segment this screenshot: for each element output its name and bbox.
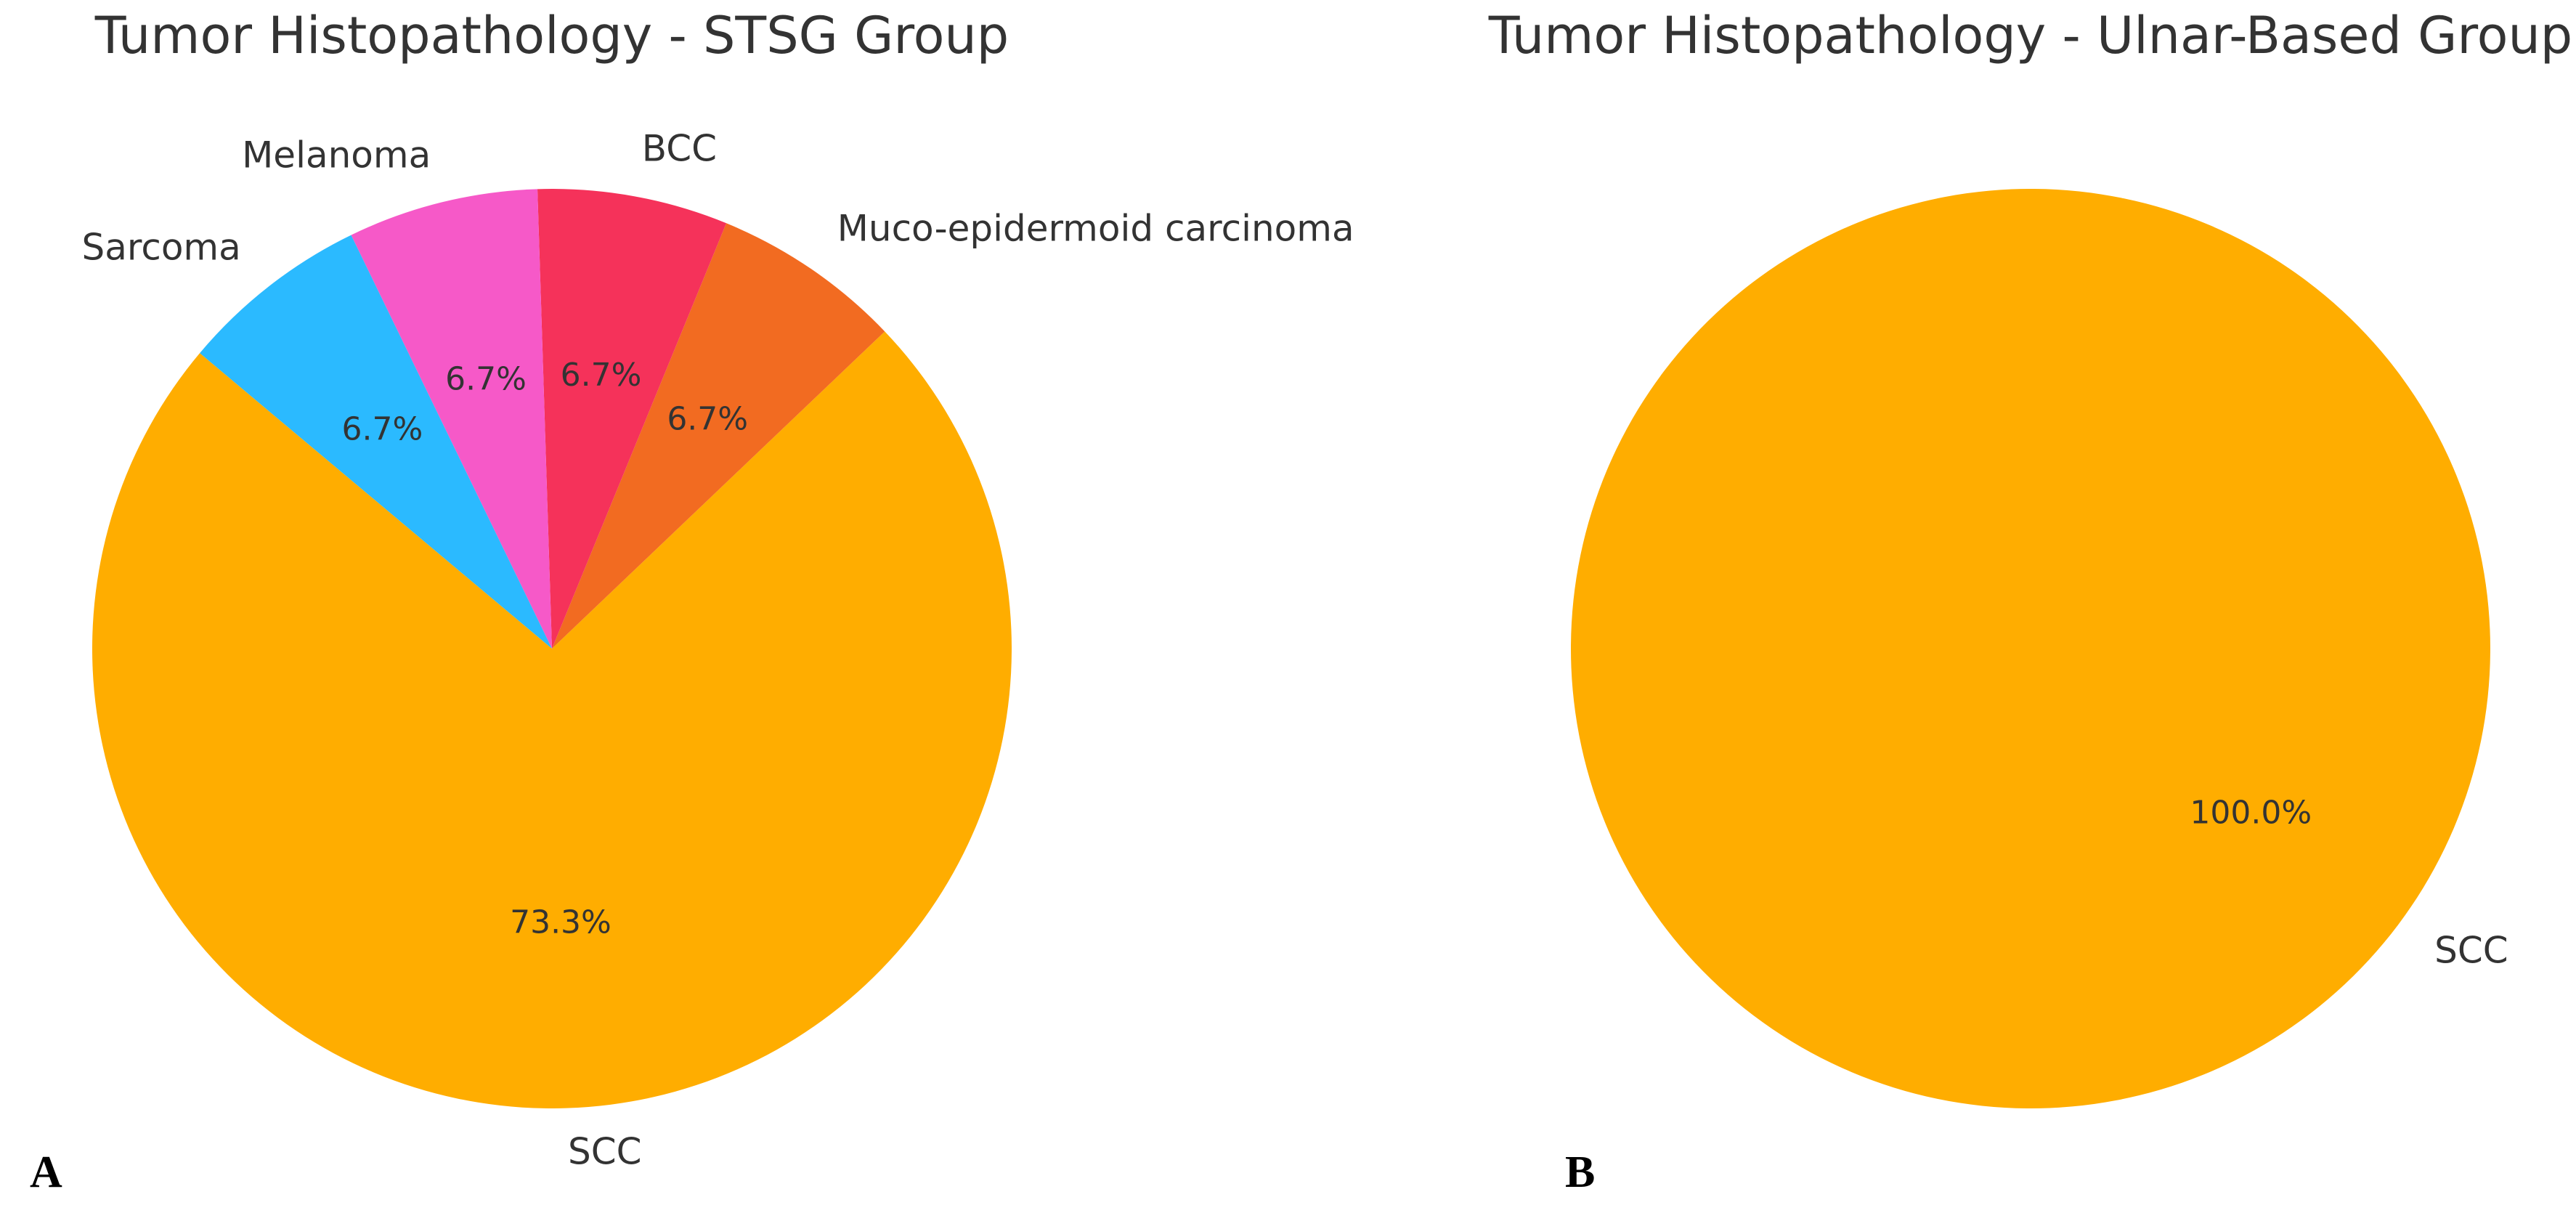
pie-slice xyxy=(1571,188,2490,1109)
slice-label: Muco-epidermoid carcinoma xyxy=(837,208,1354,250)
pie-slice xyxy=(552,223,885,649)
chart-title: Tumor Histopathology - Ulnar-Based Group xyxy=(1488,6,2573,65)
value-label: 6.7% xyxy=(667,400,748,437)
slice-label: SCC xyxy=(568,1130,642,1172)
panel-label: A xyxy=(30,1148,62,1197)
slice-label: SCC xyxy=(2434,930,2508,972)
value-label: 100.0% xyxy=(2190,795,2312,832)
value-label: 6.7% xyxy=(561,357,642,394)
value-label: 73.3% xyxy=(510,904,612,941)
slice-label: Melanoma xyxy=(242,134,431,176)
chart-title: Tumor Histopathology - STSG Group xyxy=(94,6,1009,65)
pie-slice xyxy=(351,189,552,649)
pie-slice xyxy=(92,331,1012,1108)
slice-label: BCC xyxy=(642,127,717,169)
pie-slice xyxy=(200,235,552,649)
slice-label: Sarcoma xyxy=(82,226,241,268)
panel-label: B xyxy=(1565,1148,1595,1197)
value-label: 6.7% xyxy=(342,411,423,448)
value-label: 6.7% xyxy=(445,360,527,397)
pie-slice xyxy=(537,189,727,649)
